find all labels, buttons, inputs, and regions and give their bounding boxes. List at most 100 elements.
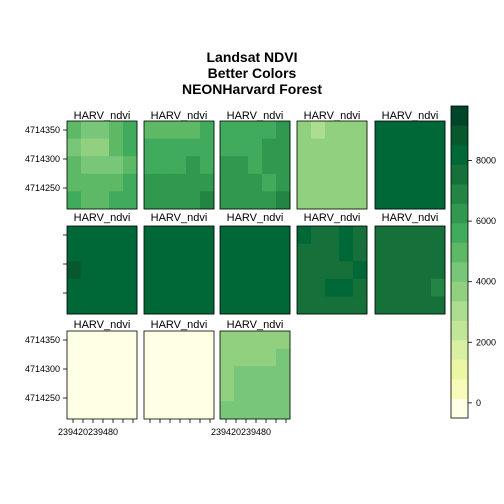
heatmap-cell bbox=[389, 296, 404, 315]
heatmap-cell bbox=[220, 226, 235, 244]
heatmap-cell bbox=[81, 121, 96, 139]
heatmap-cell bbox=[311, 173, 326, 192]
heatmap-cell bbox=[234, 138, 249, 157]
heatmap-cell bbox=[417, 121, 432, 139]
heatmap-cell bbox=[431, 191, 446, 210]
heatmap-cell bbox=[186, 331, 201, 349]
heatmap-cell bbox=[186, 191, 201, 210]
y-tick-label: 4714350 bbox=[25, 125, 60, 135]
heatmap-cell bbox=[431, 173, 446, 192]
heatmap-cell bbox=[220, 401, 235, 420]
heatmap-cell bbox=[375, 173, 390, 192]
heatmap-cell bbox=[95, 278, 110, 297]
panel-strip bbox=[144, 109, 214, 121]
heatmap-cell bbox=[297, 243, 312, 262]
heatmap-cell bbox=[431, 296, 446, 315]
heatmap-cell bbox=[95, 383, 110, 402]
heatmap-cell bbox=[158, 261, 173, 280]
heatmap-cell bbox=[200, 296, 215, 315]
heatmap-cell bbox=[220, 278, 235, 297]
panel-13: HARV_ndvi 239420 239480 bbox=[211, 318, 291, 437]
heatmap-cell bbox=[262, 278, 277, 297]
heatmap-cell bbox=[417, 243, 432, 262]
heatmap-cell bbox=[248, 173, 263, 192]
colorbar-swatch bbox=[451, 223, 468, 243]
heatmap-cell bbox=[276, 138, 291, 157]
heatmap-cell bbox=[220, 191, 235, 210]
panel-label: HARV_ndvi bbox=[151, 212, 208, 224]
heatmap-cell bbox=[95, 401, 110, 420]
heatmap-cell bbox=[297, 173, 312, 192]
heatmap-cell bbox=[325, 173, 340, 192]
heatmap-cell bbox=[109, 243, 124, 262]
heatmap-cell bbox=[109, 348, 124, 367]
panel-border bbox=[219, 330, 291, 420]
heatmap-cell bbox=[67, 331, 82, 349]
heatmap-cell bbox=[297, 296, 312, 315]
heatmap-cell bbox=[158, 401, 173, 420]
heatmap-cell bbox=[123, 366, 138, 385]
heatmap-cell bbox=[109, 401, 124, 420]
heatmap-cell bbox=[172, 348, 187, 367]
x-tick-label: 239420 bbox=[58, 427, 88, 437]
heatmap-cell bbox=[67, 366, 82, 385]
heatmap-cell bbox=[431, 226, 446, 244]
heatmap-cell bbox=[67, 296, 82, 315]
heatmap-cell bbox=[67, 191, 82, 210]
x-tick-label: 239480 bbox=[241, 427, 271, 437]
heatmap-cell bbox=[403, 261, 418, 280]
heatmap-cell bbox=[353, 261, 368, 280]
heatmap-cell bbox=[248, 121, 263, 139]
panel-border bbox=[66, 120, 138, 210]
heatmap-cell bbox=[81, 191, 96, 210]
heatmap-cell bbox=[262, 121, 277, 139]
heatmap-cell bbox=[234, 383, 249, 402]
heatmap-cell bbox=[172, 383, 187, 402]
heatmap-cell bbox=[353, 156, 368, 175]
heatmap-cell bbox=[262, 296, 277, 315]
heatmap-cell bbox=[81, 296, 96, 315]
heatmap-cell bbox=[431, 121, 446, 139]
heatmap-cell bbox=[186, 156, 201, 175]
heatmap-cell bbox=[144, 138, 159, 157]
heatmap-cell bbox=[109, 226, 124, 244]
heatmap-cell bbox=[123, 401, 138, 420]
panel-border bbox=[296, 225, 368, 315]
heatmap-cell bbox=[234, 401, 249, 420]
heatmap-cell bbox=[172, 366, 187, 385]
heatmap-cell bbox=[144, 331, 159, 349]
heatmap-cell bbox=[172, 156, 187, 175]
heatmap-cell bbox=[276, 173, 291, 192]
heatmap-cell bbox=[200, 138, 215, 157]
heatmap-cell bbox=[220, 366, 235, 385]
heatmap-cell bbox=[123, 348, 138, 367]
heatmap-cell bbox=[123, 278, 138, 297]
heatmap-cell bbox=[220, 173, 235, 192]
heatmap-cell bbox=[403, 121, 418, 139]
x-tick-label: 239480 bbox=[88, 427, 118, 437]
panel-strip bbox=[144, 318, 214, 330]
y-tick-label: 4714300 bbox=[25, 364, 60, 374]
heatmap-cell bbox=[200, 401, 215, 420]
heatmap-cell bbox=[353, 243, 368, 262]
panel-strip bbox=[144, 211, 214, 223]
heatmap-cell bbox=[200, 156, 215, 175]
heatmap-cell bbox=[431, 261, 446, 280]
heatmap-cell bbox=[248, 331, 263, 349]
heatmap-cell bbox=[339, 138, 354, 157]
heatmap-cell bbox=[158, 243, 173, 262]
title-line-2: Better Colors bbox=[208, 65, 297, 81]
colorbar-tick-label: 6000 bbox=[476, 216, 496, 226]
panel-strip bbox=[220, 109, 290, 121]
heatmap-cell bbox=[144, 261, 159, 280]
heatmap-cell bbox=[95, 366, 110, 385]
heatmap-cell bbox=[403, 138, 418, 157]
heatmap-cell bbox=[109, 191, 124, 210]
heatmap-cell bbox=[67, 261, 82, 280]
panel-2: HARV_ndvi bbox=[143, 109, 215, 210]
heatmap-cell bbox=[95, 243, 110, 262]
heatmap-cell bbox=[248, 348, 263, 367]
colorbar-swatch bbox=[451, 164, 468, 185]
heatmap-cell bbox=[262, 156, 277, 175]
